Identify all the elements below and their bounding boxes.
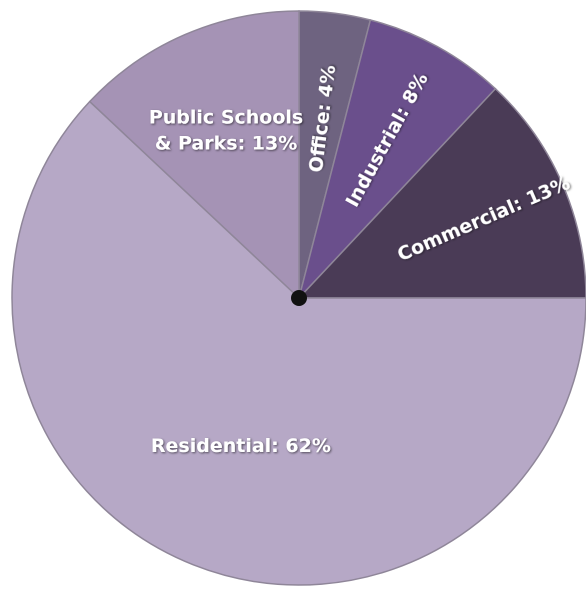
slice-label-public-schools-and-parks: Public Schools & Parks: 13% — [149, 106, 303, 154]
pie-center-dot — [291, 290, 307, 306]
pie-slice-industrial — [298, 19, 497, 299]
slice-label-line: Public Schools — [149, 106, 303, 128]
pie-slices — [11, 10, 586, 586]
pie-slice-residential — [11, 100, 586, 586]
pie-slice-commercial — [297, 87, 586, 299]
slice-label-line: & Parks: 13% — [155, 132, 297, 154]
slice-label-residential: Residential: 62% — [151, 435, 331, 457]
pie-slice-public-schools-and-parks — [88, 10, 300, 300]
